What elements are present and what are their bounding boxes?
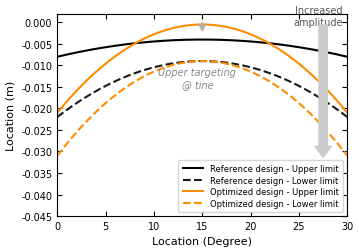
Reference design - Lower limit [213,61,217,64]
Optimized design - Upper limit [193,24,197,27]
Optimized design - Lower limit [193,60,197,64]
Optimized design - Lower limit [293,99,298,102]
Optimized design - Lower limit [339,146,343,149]
Reference design - Upper limit [195,39,199,42]
Reference design - Upper limit [228,40,233,43]
Optimized design - Upper limit [200,24,204,27]
Reference design - Lower limit [193,60,197,64]
Optimized design - Upper limit [195,24,199,27]
Optimized design - Lower limit [213,61,217,64]
Reference design - Upper limit [293,46,298,49]
Optimized design - Lower limit [195,60,199,64]
Line: Reference design - Upper limit: Reference design - Upper limit [57,40,347,57]
Legend: Reference design - Upper limit, Reference design - Lower limit, Optimized design: Reference design - Upper limit, Referenc… [178,160,343,212]
Y-axis label: Location (m): Location (m) [5,80,15,150]
Reference design - Upper limit [339,54,343,57]
Optimized design - Upper limit [339,104,343,107]
Reference design - Upper limit [213,39,217,42]
Reference design - Lower limit [339,111,343,114]
Reference design - Lower limit [195,60,199,64]
Reference design - Lower limit [228,62,233,66]
Optimized design - Lower limit [200,60,204,63]
Reference design - Upper limit [345,56,349,59]
Optimized design - Lower limit [228,64,233,67]
Optimized design - Upper limit [228,27,233,30]
Optimized design - Lower limit [55,155,59,158]
Optimized design - Upper limit [213,24,217,27]
Optimized design - Upper limit [345,112,349,115]
Optimized design - Upper limit [293,60,298,63]
Text: Upper targeting
@ tine: Upper targeting @ tine [158,68,236,89]
Reference design - Lower limit [200,60,204,63]
X-axis label: Location (Degree): Location (Degree) [152,237,252,246]
Reference design - Lower limit [55,116,59,119]
Line: Reference design - Lower limit: Reference design - Lower limit [57,62,347,118]
Reference design - Upper limit [55,56,59,59]
Reference design - Lower limit [345,116,349,119]
Reference design - Upper limit [193,39,197,42]
Line: Optimized design - Upper limit: Optimized design - Upper limit [57,25,347,113]
Reference design - Upper limit [200,39,204,42]
Reference design - Lower limit [293,83,298,86]
Optimized design - Upper limit [55,112,59,115]
Optimized design - Lower limit [345,155,349,158]
Line: Optimized design - Lower limit: Optimized design - Lower limit [57,62,347,156]
Text: Increased
amplitude: Increased amplitude [293,6,342,27]
